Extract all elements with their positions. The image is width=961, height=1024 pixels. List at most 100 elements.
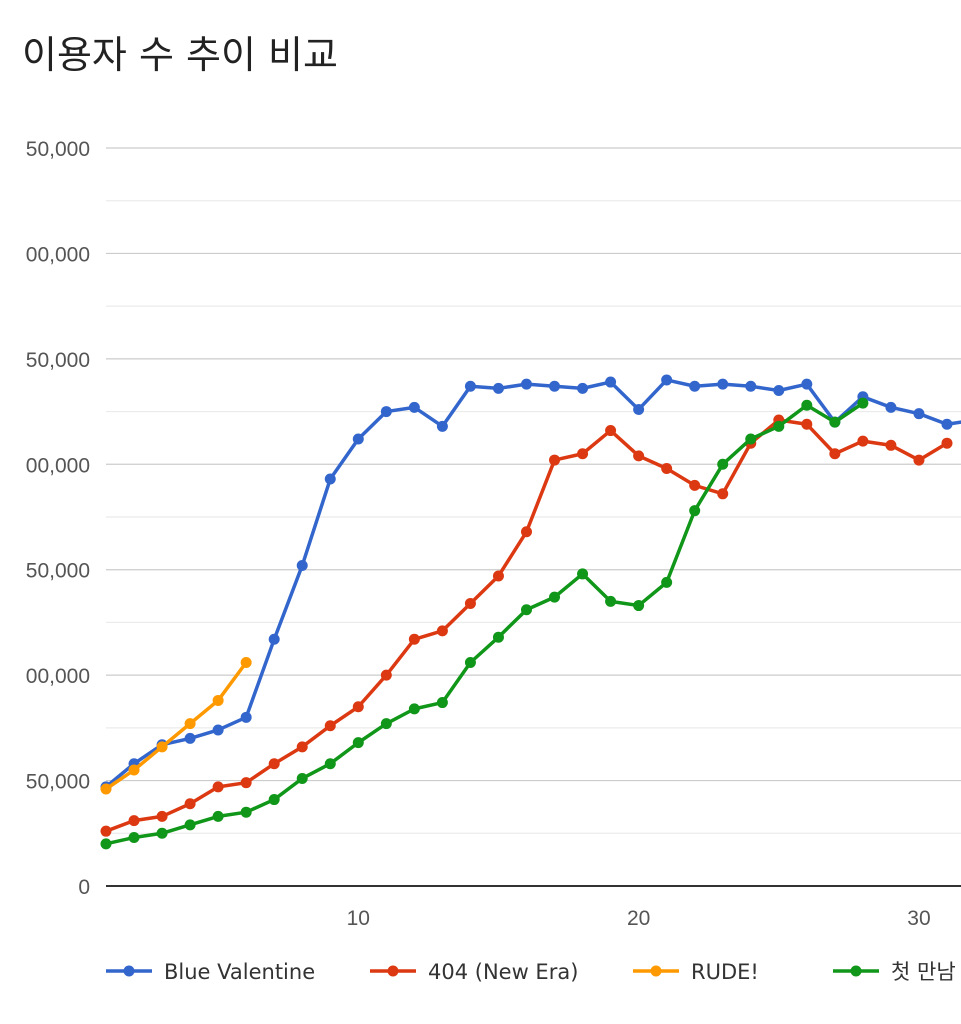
legend-item[interactable]: 404 (New Era)	[370, 960, 578, 984]
data-point[interactable]	[885, 402, 896, 413]
data-point[interactable]	[241, 777, 252, 788]
data-point[interactable]	[269, 634, 280, 645]
data-point[interactable]	[437, 697, 448, 708]
legend-label: Blue Valentine	[164, 960, 315, 984]
data-point[interactable]	[605, 596, 616, 607]
data-point[interactable]	[577, 568, 588, 579]
series-line	[106, 403, 863, 844]
data-point[interactable]	[213, 811, 224, 822]
data-point[interactable]	[605, 377, 616, 388]
data-point[interactable]	[773, 385, 784, 396]
data-point[interactable]	[633, 450, 644, 461]
data-point[interactable]	[185, 819, 196, 830]
data-point[interactable]	[689, 381, 700, 392]
data-point[interactable]	[241, 807, 252, 818]
data-point[interactable]	[101, 784, 112, 795]
data-point[interactable]	[185, 798, 196, 809]
data-point[interactable]	[493, 383, 504, 394]
data-point[interactable]	[745, 381, 756, 392]
data-point[interactable]	[157, 828, 168, 839]
data-point[interactable]	[661, 577, 672, 588]
data-point[interactable]	[913, 408, 924, 419]
data-point[interactable]	[325, 720, 336, 731]
data-point[interactable]	[857, 398, 868, 409]
data-point[interactable]	[269, 758, 280, 769]
legend-marker	[124, 966, 135, 977]
data-point[interactable]	[941, 419, 952, 430]
data-point[interactable]	[633, 404, 644, 415]
data-point[interactable]	[577, 383, 588, 394]
data-point[interactable]	[633, 600, 644, 611]
data-point[interactable]	[465, 598, 476, 609]
data-point[interactable]	[269, 794, 280, 805]
legend-item[interactable]: Blue Valentine	[106, 960, 315, 984]
data-point[interactable]	[185, 718, 196, 729]
data-point[interactable]	[465, 657, 476, 668]
data-point[interactable]	[157, 741, 168, 752]
data-point[interactable]	[549, 455, 560, 466]
data-point[interactable]	[213, 781, 224, 792]
data-point[interactable]	[717, 459, 728, 470]
data-point[interactable]	[213, 695, 224, 706]
data-point[interactable]	[829, 448, 840, 459]
data-point[interactable]	[325, 474, 336, 485]
series-0	[101, 374, 961, 792]
data-point[interactable]	[409, 703, 420, 714]
data-point[interactable]	[129, 832, 140, 843]
legend-item[interactable]: 첫 만남	[833, 960, 956, 984]
data-point[interactable]	[605, 425, 616, 436]
data-point[interactable]	[521, 379, 532, 390]
data-point[interactable]	[297, 560, 308, 571]
data-point[interactable]	[521, 526, 532, 537]
legend-item[interactable]: RUDE!	[633, 960, 759, 984]
data-point[interactable]	[241, 657, 252, 668]
data-point[interactable]	[381, 406, 392, 417]
data-point[interactable]	[353, 701, 364, 712]
data-point[interactable]	[717, 379, 728, 390]
data-point[interactable]	[297, 773, 308, 784]
x-tick-label: 20	[627, 907, 650, 930]
data-point[interactable]	[801, 379, 812, 390]
data-point[interactable]	[745, 433, 756, 444]
data-point[interactable]	[353, 737, 364, 748]
data-point[interactable]	[409, 634, 420, 645]
data-point[interactable]	[801, 419, 812, 430]
data-point[interactable]	[437, 421, 448, 432]
data-point[interactable]	[381, 718, 392, 729]
data-point[interactable]	[381, 670, 392, 681]
data-point[interactable]	[661, 374, 672, 385]
data-point[interactable]	[913, 455, 924, 466]
data-point[interactable]	[325, 758, 336, 769]
data-point[interactable]	[549, 381, 560, 392]
data-point[interactable]	[941, 438, 952, 449]
data-point[interactable]	[297, 741, 308, 752]
data-point[interactable]	[101, 838, 112, 849]
data-point[interactable]	[101, 826, 112, 837]
data-point[interactable]	[857, 436, 868, 447]
data-point[interactable]	[241, 712, 252, 723]
data-point[interactable]	[409, 402, 420, 413]
data-point[interactable]	[801, 400, 812, 411]
data-point[interactable]	[465, 381, 476, 392]
data-point[interactable]	[829, 417, 840, 428]
data-point[interactable]	[157, 811, 168, 822]
data-point[interactable]	[689, 480, 700, 491]
data-point[interactable]	[577, 448, 588, 459]
data-point[interactable]	[493, 632, 504, 643]
data-point[interactable]	[773, 421, 784, 432]
data-point[interactable]	[717, 488, 728, 499]
data-point[interactable]	[689, 505, 700, 516]
data-point[interactable]	[521, 604, 532, 615]
data-point[interactable]	[129, 815, 140, 826]
data-point[interactable]	[549, 592, 560, 603]
data-point[interactable]	[493, 571, 504, 582]
data-point[interactable]	[885, 440, 896, 451]
data-point[interactable]	[129, 765, 140, 776]
data-point[interactable]	[437, 625, 448, 636]
data-point[interactable]	[213, 724, 224, 735]
data-point[interactable]	[661, 463, 672, 474]
data-point[interactable]	[185, 733, 196, 744]
data-point[interactable]	[353, 433, 364, 444]
x-tick-label: 10	[347, 907, 370, 930]
